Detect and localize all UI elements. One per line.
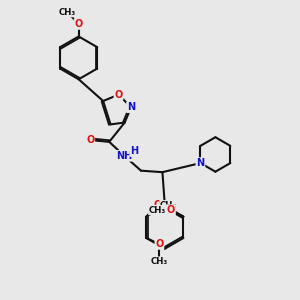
Text: CH₃: CH₃ [151,257,168,266]
Text: N: N [196,158,205,168]
Text: O: O [74,19,83,29]
Text: O: O [167,205,175,215]
Text: N: N [127,102,135,112]
Text: CH₃: CH₃ [149,206,166,214]
Text: NH: NH [116,151,132,161]
Text: O: O [154,200,162,210]
Text: O: O [155,239,164,249]
Text: CH₃: CH₃ [160,201,177,210]
Text: CH₃: CH₃ [59,8,76,16]
Text: O: O [86,135,94,146]
Text: O: O [114,90,123,100]
Text: H: H [130,146,138,156]
